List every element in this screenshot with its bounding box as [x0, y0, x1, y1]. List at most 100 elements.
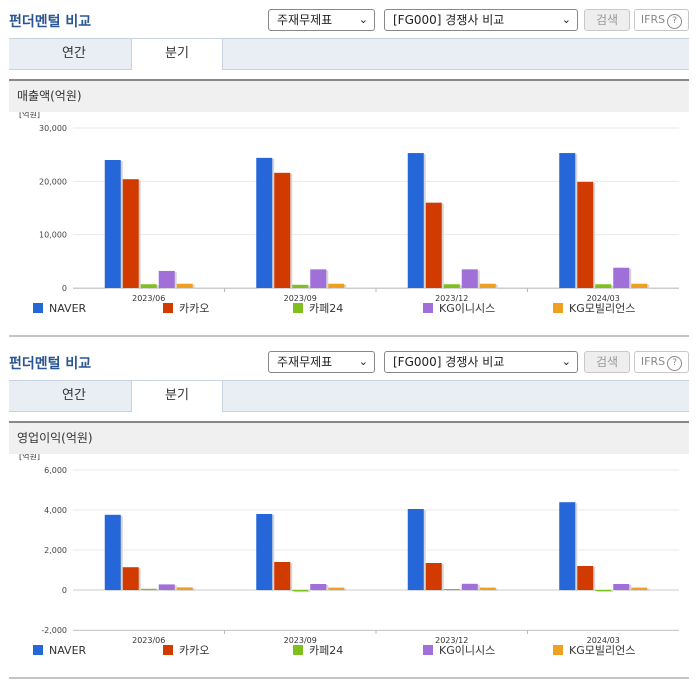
tab-annual[interactable]: 연간: [62, 388, 86, 403]
bar: [104, 514, 121, 590]
question-icon: ?: [667, 356, 683, 371]
bar: [407, 509, 424, 590]
bar: [310, 584, 327, 590]
bar: [274, 562, 291, 590]
bar: [425, 202, 442, 288]
bar: [292, 590, 309, 592]
legend-label: 카페24: [309, 302, 343, 315]
x-tick-label: 2024/03: [587, 294, 620, 303]
bar: [256, 514, 273, 590]
bar: [577, 181, 594, 288]
y-tick-label: 20,000: [39, 177, 67, 186]
bar: [425, 563, 442, 590]
x-tick-label: 2023/12: [435, 294, 468, 303]
chevron-down-icon: ⌄: [358, 13, 368, 26]
legend-swatch: [423, 645, 433, 655]
y-tick-label: 10,000: [39, 231, 67, 240]
fundamental-panel-sales: 펀더멘털 비교 주재무제표 ⌄ [FG000] 경쟁사 비교 ⌄ 검색 IFRS? …: [9, 0, 689, 342]
bar-shadow: [597, 591, 614, 592]
bar: [479, 283, 496, 288]
fundamental-panel-operating-profit: 펀더멘털 비교 주재무제표 ⌄ [FG000] 경쟁사 비교 ⌄ 검색 IFRS? …: [9, 342, 689, 684]
bar: [140, 588, 157, 590]
bar: [595, 590, 612, 591]
bar: [613, 267, 630, 288]
search-button[interactable]: 검색: [584, 9, 630, 31]
bar: [577, 566, 594, 590]
tab-annual[interactable]: 연간: [62, 46, 86, 61]
legend-label: KG모빌리언스: [569, 302, 635, 315]
unit-label: [억원]: [19, 112, 40, 119]
panel-title: 펀더멘털 비교: [9, 356, 92, 372]
bar: [407, 153, 424, 288]
tab-quarterly[interactable]: 분기: [131, 381, 223, 412]
bar: [122, 567, 139, 590]
bar: [158, 270, 175, 288]
sales-bar-chart: [억원] 30,000 20,000 10,000 0 2023/06 2023/09 202…: [9, 109, 689, 337]
x-tick-label: 2023/09: [284, 636, 317, 645]
y-tick-label: -2,000: [41, 626, 67, 635]
y-tick-label: 6,000: [44, 466, 67, 475]
bar: [274, 172, 291, 288]
chart-title: 영업이익(억원): [9, 421, 689, 454]
x-tick-label: 2024/03: [587, 636, 620, 645]
legend-label: KG이니시스: [439, 644, 495, 657]
bar: [443, 284, 460, 288]
bar: [158, 584, 175, 590]
operating-profit-bar-chart: [억원] 6,000 4,000 2,000 0 -2,000 2023/06 2023/09…: [9, 451, 689, 679]
bar: [292, 284, 309, 288]
bar: [256, 157, 273, 288]
chevron-down-icon: ⌄: [561, 13, 571, 26]
y-tick-label: 2,000: [44, 546, 67, 555]
legend-swatch: [293, 645, 303, 655]
ifrs-help-button[interactable]: IFRS?: [634, 9, 689, 31]
legend-swatch: [163, 303, 173, 313]
y-tick-label: 30,000: [39, 124, 67, 133]
compare-group-select[interactable]: [FG000] 경쟁사 비교 ⌄: [384, 9, 578, 31]
panel-title: 펀더멘털 비교: [9, 14, 92, 30]
bar: [479, 587, 496, 590]
search-button[interactable]: 검색: [584, 351, 630, 373]
question-icon: ?: [667, 14, 683, 29]
bar: [140, 284, 157, 288]
report-type-select[interactable]: 주재무제표 ⌄: [268, 351, 375, 373]
legend-label: 카카오: [179, 302, 209, 315]
bar: [443, 589, 460, 590]
legend-label: KG이니시스: [439, 302, 495, 315]
compare-group-select[interactable]: [FG000] 경쟁사 비교 ⌄: [384, 351, 578, 373]
legend-swatch: [553, 645, 563, 655]
chevron-down-icon: ⌄: [358, 355, 368, 368]
bar-shadow: [445, 590, 462, 591]
bar: [613, 584, 630, 590]
bar-shadow: [142, 589, 159, 591]
x-tick-label: 2023/06: [132, 636, 165, 645]
bar: [328, 283, 345, 288]
bar: [104, 160, 121, 288]
x-tick-label: 2023/09: [284, 294, 317, 303]
bar: [461, 583, 478, 590]
panel-header: 펀더멘털 비교 주재무제표 ⌄ [FG000] 경쟁사 비교 ⌄ 검색 IFRS?: [9, 0, 689, 38]
panel-header: 펀더멘털 비교 주재무제표 ⌄ [FG000] 경쟁사 비교 ⌄ 검색 IFRS?: [9, 342, 689, 380]
ifrs-help-button[interactable]: IFRS?: [634, 351, 689, 373]
bar: [631, 283, 648, 288]
period-tabs: 연간 분기: [9, 380, 689, 412]
report-type-select[interactable]: 주재무제표 ⌄: [268, 9, 375, 31]
bar: [310, 269, 327, 288]
chevron-down-icon: ⌄: [561, 355, 571, 368]
y-tick-label: 4,000: [44, 506, 67, 515]
bar: [176, 283, 193, 288]
legend-label: NAVER: [49, 644, 87, 657]
legend-label: KG모빌리언스: [569, 644, 635, 657]
y-tick-label: 0: [62, 586, 67, 595]
x-tick-label: 2023/12: [435, 636, 468, 645]
legend-swatch: [423, 303, 433, 313]
y-tick-label: 0: [62, 284, 67, 293]
x-tick-label: 2023/06: [132, 294, 165, 303]
period-tabs: 연간 분기: [9, 38, 689, 70]
legend-swatch: [33, 645, 43, 655]
bar: [122, 179, 139, 288]
legend-swatch: [163, 645, 173, 655]
bar: [461, 269, 478, 288]
bar: [559, 153, 576, 288]
unit-label: [억원]: [19, 454, 40, 461]
tab-quarterly[interactable]: 분기: [131, 39, 223, 70]
